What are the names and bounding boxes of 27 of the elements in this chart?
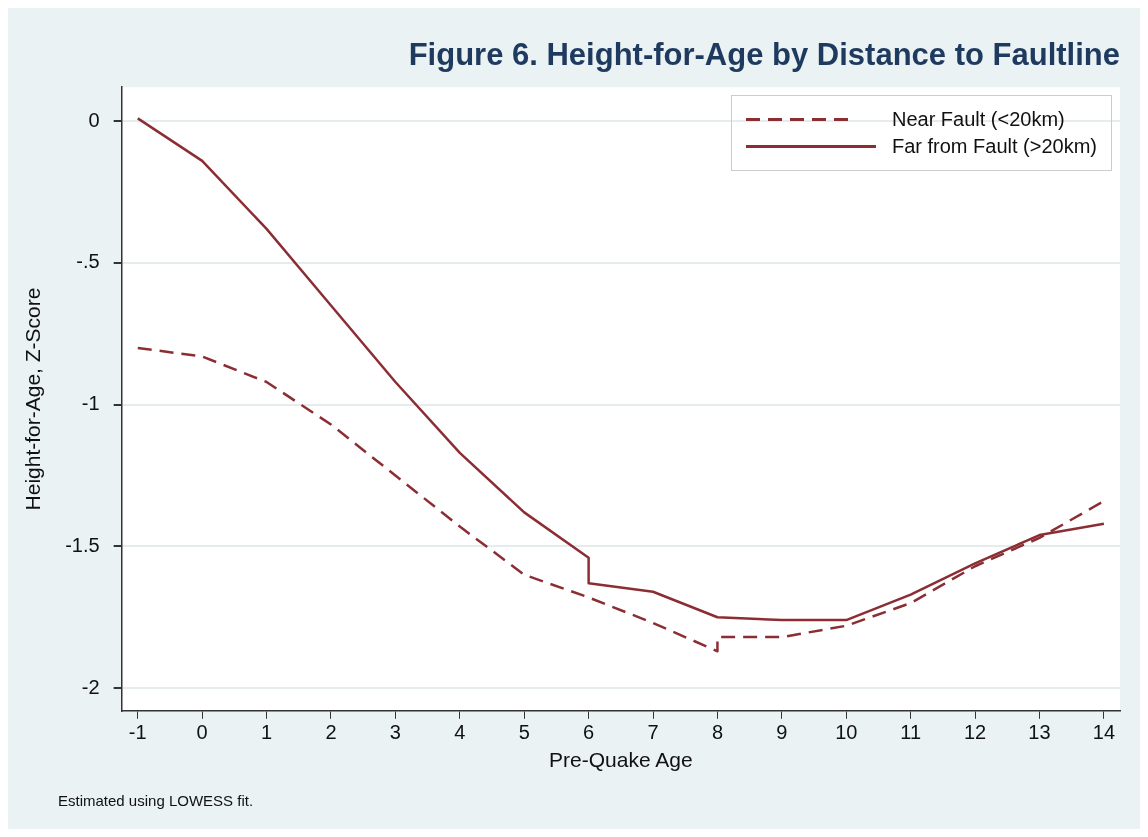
y-tick-label: -.5 [76,250,100,273]
x-tick-label: 5 [518,721,530,744]
text: Estimated using LOWESS fit. [58,792,254,809]
x-tick-label: 7 [647,721,659,744]
x-tick-label: 9 [776,721,788,744]
x-tick-label: 1 [261,721,273,744]
legend-label: Far from Fault (>20km) [891,135,1097,159]
x-tick-label: 2 [325,721,337,744]
legend-label: Near Fault (<20km) [891,108,1065,132]
x-tick-label: 13 [1028,721,1051,744]
y-tick-label: -1.5 [65,533,100,556]
y-tick-label: -2 [81,675,100,698]
x-tick-label: 14 [1092,721,1116,744]
x-axis-title: Pre-Quake Age [549,748,693,772]
x-tick-label: 6 [583,721,595,744]
y-tick-label: 0 [88,108,100,131]
x-tick-label: -1 [128,721,147,744]
x-tick-label: 3 [389,721,401,744]
chart-title: Figure 6. Height-for-Age by Distance to Faultline [408,37,1120,73]
x-tick-label: 8 [711,721,724,744]
x-tick-label: 0 [196,721,208,744]
x-tick-label: 4 [454,721,466,744]
x-tick-label: 10 [835,721,858,744]
y-tick-label: -1 [81,392,100,415]
x-tick-label: 11 [900,721,922,744]
y-axis-title: Height-for-Age, Z-Score [21,287,45,511]
x-tick-label: 12 [963,721,987,744]
